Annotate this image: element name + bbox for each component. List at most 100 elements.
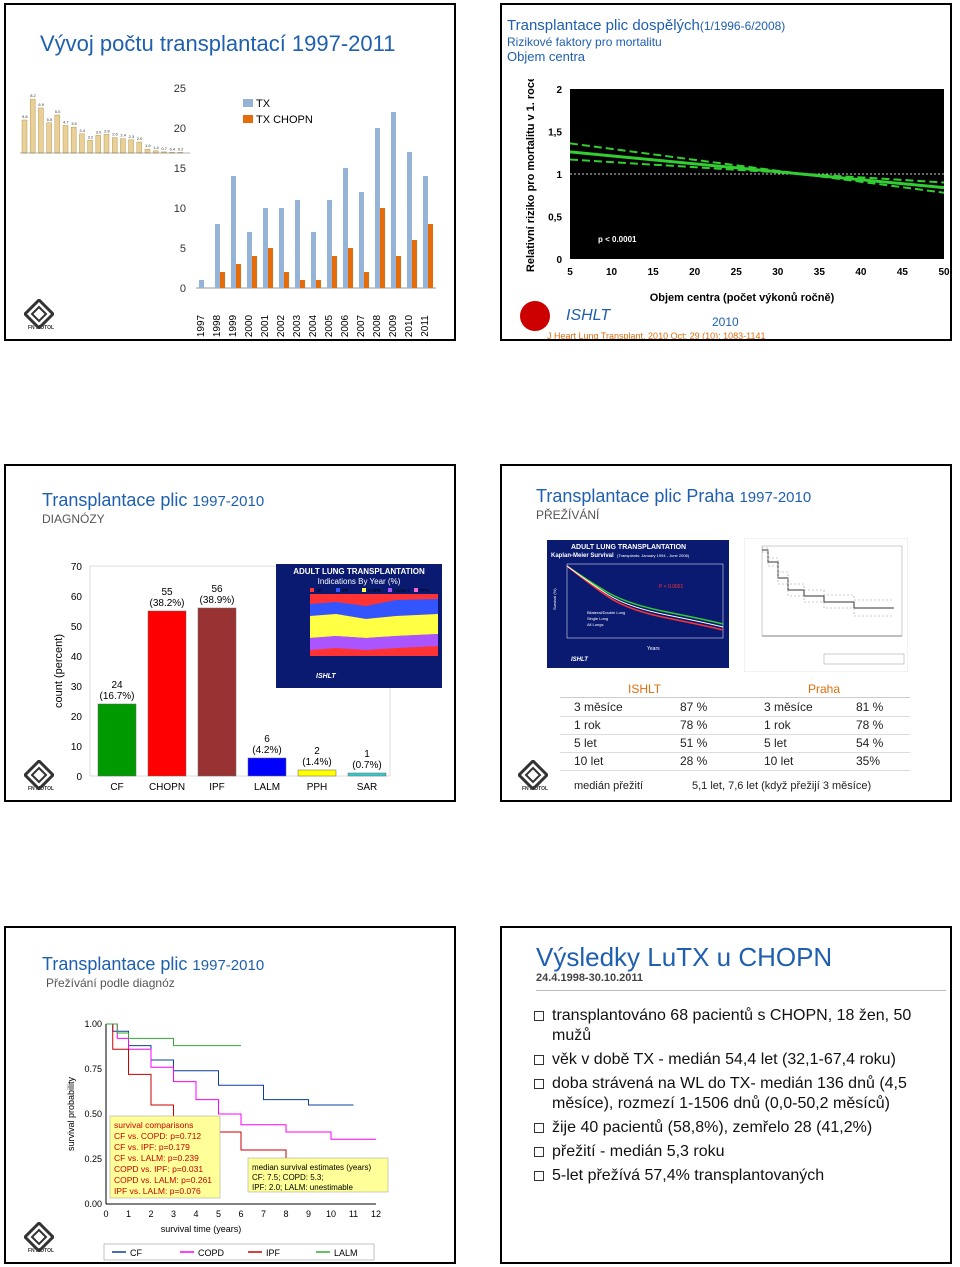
row-period-praha: 10 let (764, 754, 794, 768)
row-value-praha: 35% (856, 754, 881, 768)
y-axis-label: survival probability (66, 1076, 76, 1151)
curve-cf (106, 1023, 354, 1106)
x-tick-label: 5 (567, 267, 573, 278)
row-period-ishlt: 1 rok (574, 718, 601, 732)
bar-percent-label: (16.7%) (99, 691, 134, 702)
x-tick-label: 12 (371, 1209, 381, 1219)
mini-bar-label: 4.7 (63, 120, 69, 125)
mini-bar (95, 135, 102, 154)
mini-bar (38, 107, 44, 154)
y-axis-label: Relativní riziko pro mortalitu v 1. roce (525, 79, 537, 272)
bar-tx (295, 200, 300, 288)
x-tick-label: 0 (103, 1209, 108, 1219)
survival-table: ISHLT Praha 3 měsíce 87 % 3 měsíce 81 % 1 rok 7… (502, 680, 950, 800)
inset-area-alpha (310, 634, 438, 650)
bar-count-label: 6 (264, 734, 270, 745)
bar-count-label: 1 (364, 749, 370, 760)
bar-tx-chopn (332, 256, 337, 288)
slide-subtitle-2: Objem centra (507, 49, 586, 64)
bar-tx-chopn (396, 256, 401, 288)
row-period-ishlt: 3 měsíce (574, 700, 623, 714)
legend-tx: TX (256, 98, 271, 110)
mini-bar-label: 1.9 (145, 143, 151, 148)
row-period-ishlt: 10 let (574, 754, 604, 768)
mini-bar (144, 148, 151, 154)
mini-bar (54, 114, 61, 154)
x-tick-label: 2008 (372, 314, 383, 337)
x-tick-label: 1 (126, 1209, 131, 1219)
km-brand: ISHLT (571, 657, 589, 663)
mini-bar-label: 8.2 (30, 93, 36, 98)
y-tick-label: 0.00 (84, 1199, 102, 1209)
y-tick-label: 10 (174, 203, 186, 215)
bar-tx-chopn (380, 208, 385, 288)
slide-survival-by-diagnosis: Transplantace plic 1997-2010 Přežívání p… (4, 926, 456, 1264)
x-tick-label: IPF (209, 782, 225, 793)
x-tick-label: CF (110, 782, 123, 793)
header-rule (560, 697, 910, 698)
mini-bar-label: 0.4 (170, 146, 176, 151)
mini-bar-label: 9.8 (22, 114, 28, 119)
bar-percent-label: (1.4%) (302, 757, 331, 768)
slide-title: Výsledky LuTX u CHOPN (536, 942, 833, 972)
x-tick-label: 1998 (212, 314, 223, 337)
x-tick-label: 5 (216, 1209, 221, 1219)
logo-label: FN MOTOL (28, 325, 55, 331)
row-rule (560, 716, 910, 717)
legend-label: LALM (334, 1248, 358, 1258)
bar-tx (423, 176, 428, 288)
x-tick-label: LALM (254, 782, 280, 793)
row-period-praha: 5 let (764, 736, 787, 750)
risk-chart: p < 0.0001 2 1,5 1 0,5 05 10 15 20 25 30 35 40 45 50 Ob… (525, 79, 950, 304)
divider (536, 990, 946, 991)
diagnosis-bar-chart: 0 10 20 30 40 50 60 70 count (percent) CF 24(16.7%… (53, 562, 391, 793)
km-plot-frame (566, 563, 724, 639)
row-value-praha: 81 % (856, 700, 884, 714)
bar-tx (375, 128, 380, 288)
row-value-praha: 78 % (856, 718, 884, 732)
x-tick-label: 10 (326, 1209, 336, 1219)
ishlt-logo-icon (520, 301, 550, 331)
row-rule (560, 752, 910, 753)
inset-title-1: ADULT LUNG TRANSPLANTATION (293, 567, 425, 576)
praha-ci-lower (762, 551, 894, 617)
citation: J Heart Lung Transplant. 2010 Oct; 29 (1… (547, 331, 766, 341)
table-header-ishlt: ISHLT (628, 682, 662, 696)
comparison-line: COPD vs. LALM: p=0.261 (114, 1175, 212, 1185)
bar-tx-chopn (220, 272, 225, 288)
bar-tx (311, 232, 316, 288)
km-legend-label: Single Lung (587, 616, 608, 621)
y-tick-label: 15 (174, 163, 186, 175)
bar-count-label: 2 (314, 746, 320, 757)
mini-bar (62, 125, 69, 154)
fn-motol-logo (22, 1220, 56, 1254)
x-tick-label: 2009 (388, 314, 399, 337)
bar-tx (215, 224, 220, 288)
mini-bar (120, 138, 126, 154)
x-tick-label: 45 (897, 267, 909, 278)
bar-tx-chopn (412, 240, 417, 288)
upper-ci-line (569, 142, 945, 194)
x-tick-label: 2000 (244, 314, 255, 337)
y-axis-label: count (percent) (53, 634, 65, 708)
mini-bar-label: 2.0 (137, 136, 143, 141)
km-title-2: Kaplan-Meier Survival (551, 553, 614, 559)
x-tick-label: 50 (938, 267, 950, 278)
km-x-label: Years (647, 646, 660, 652)
diagnosis-bar (347, 772, 387, 777)
slide-subtitle: PŘEŽÍVÁNÍ (536, 508, 600, 522)
praha-legend-box (823, 653, 905, 665)
median-label: medián přežití (574, 780, 644, 792)
mini-bar (111, 137, 118, 154)
mini-bar-label: 3.2 (88, 134, 94, 139)
slide-subtitle: Přežívání podle diagnóz (46, 976, 175, 990)
x-tick-label: 10 (606, 267, 618, 278)
comparisons-box (109, 1115, 221, 1199)
inset-legend-swatch (336, 588, 340, 592)
y-tick-label: 0 (556, 255, 562, 266)
inset-legend-label: PPH (420, 588, 429, 593)
y-tick-label: 20 (71, 712, 83, 723)
praha-survival-curve (762, 549, 894, 609)
y-tick-label: 60 (71, 592, 83, 603)
